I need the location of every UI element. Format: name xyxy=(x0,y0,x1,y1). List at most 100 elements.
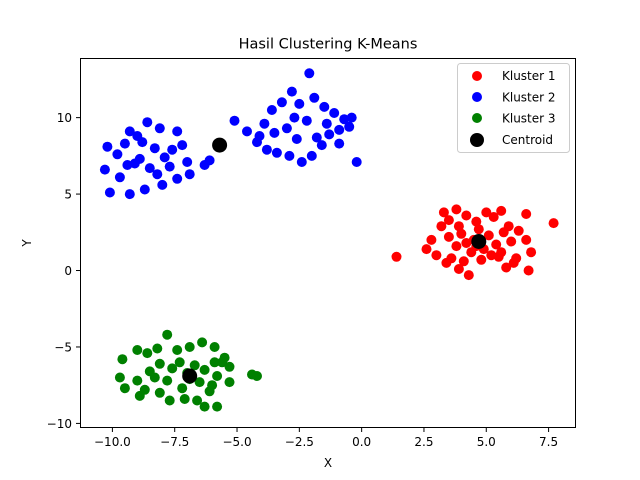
point-kluster-3-35 xyxy=(177,383,188,394)
point-kluster-3-3 xyxy=(119,383,130,394)
legend-marker-kluster-3 xyxy=(472,113,482,123)
point-kluster-2-44 xyxy=(346,112,357,123)
point-kluster-3-28 xyxy=(167,363,178,374)
point-kluster-2-61 xyxy=(269,127,280,138)
point-kluster-1-20 xyxy=(471,216,482,227)
point-kluster-1-32 xyxy=(456,228,467,239)
point-kluster-2-38 xyxy=(304,68,315,79)
point-kluster-2-8 xyxy=(142,117,153,128)
point-kluster-2-6 xyxy=(124,126,135,137)
points-layer xyxy=(99,68,559,412)
point-kluster-3-31 xyxy=(189,360,200,371)
point-kluster-3-6 xyxy=(152,343,163,354)
x-tick-label: 5.0 xyxy=(477,435,496,449)
point-kluster-2-4 xyxy=(112,149,123,160)
point-kluster-2-36 xyxy=(276,97,287,108)
point-kluster-1-11 xyxy=(501,262,512,273)
point-kluster-1-28 xyxy=(476,254,487,265)
point-kluster-2-18 xyxy=(114,172,125,183)
y-tick-label: −10 xyxy=(47,417,72,431)
point-kluster-3-29 xyxy=(174,357,185,368)
point-kluster-2-16 xyxy=(139,184,150,195)
point-kluster-3-22 xyxy=(154,387,165,398)
point-kluster-2-24 xyxy=(164,161,175,172)
centroid-2 xyxy=(212,137,228,153)
point-kluster-1-15 xyxy=(421,244,432,255)
point-kluster-2-17 xyxy=(124,189,135,200)
point-kluster-1-5 xyxy=(481,207,492,218)
point-kluster-3-32 xyxy=(199,364,210,375)
point-kluster-1-42 xyxy=(486,250,497,261)
point-kluster-1-12 xyxy=(523,265,534,276)
point-kluster-2-50 xyxy=(296,157,307,167)
point-kluster-2-14 xyxy=(172,173,183,184)
point-kluster-2-26 xyxy=(129,158,140,169)
point-kluster-2-19 xyxy=(122,160,133,170)
point-kluster-2-12 xyxy=(182,157,193,167)
x-tick-label: 2.5 xyxy=(414,435,433,449)
point-kluster-3-14 xyxy=(212,371,223,381)
point-kluster-2-9 xyxy=(154,123,165,134)
point-kluster-1-8 xyxy=(463,270,474,281)
point-kluster-2-58 xyxy=(281,123,292,134)
y-tick-label: 5 xyxy=(64,188,72,202)
point-kluster-1-1 xyxy=(391,251,402,262)
point-kluster-1-17 xyxy=(436,221,447,232)
point-kluster-2-21 xyxy=(144,163,155,174)
point-kluster-1-16 xyxy=(426,234,437,245)
point-kluster-2-43 xyxy=(339,114,350,125)
point-kluster-2-55 xyxy=(351,157,362,167)
legend-box xyxy=(457,63,570,153)
point-kluster-2-56 xyxy=(334,138,345,149)
point-kluster-2-42 xyxy=(329,108,340,118)
point-kluster-1-27 xyxy=(458,256,469,267)
point-kluster-1-3 xyxy=(451,204,462,215)
point-kluster-3-15 xyxy=(224,377,235,388)
point-kluster-3-10 xyxy=(197,337,208,348)
point-kluster-2-27 xyxy=(152,169,163,180)
point-kluster-2-63 xyxy=(321,118,332,129)
point-kluster-3-5 xyxy=(142,348,153,359)
point-kluster-3-11 xyxy=(209,342,220,352)
point-kluster-1-18 xyxy=(443,215,454,226)
legend-marker-centroid xyxy=(470,133,484,147)
point-kluster-3-20 xyxy=(179,394,190,404)
y-axis-title: Y xyxy=(20,239,34,248)
point-kluster-3-41 xyxy=(149,372,160,383)
point-kluster-2-15 xyxy=(157,179,168,190)
point-kluster-3-18 xyxy=(212,401,223,412)
point-kluster-2-23 xyxy=(159,152,170,163)
point-kluster-1-30 xyxy=(511,253,522,264)
point-kluster-3-25 xyxy=(132,375,143,386)
x-tick-label: 7.5 xyxy=(539,435,558,449)
legend-label-kluster-3: Kluster 3 xyxy=(502,112,556,126)
point-kluster-3-17 xyxy=(199,401,210,412)
point-kluster-3-21 xyxy=(164,395,175,406)
point-kluster-2-62 xyxy=(289,112,300,123)
point-kluster-2-57 xyxy=(291,134,302,144)
centroid-3 xyxy=(182,368,198,384)
point-kluster-1-19 xyxy=(461,210,472,221)
y-tick-label: −5 xyxy=(54,340,72,354)
legend-label-kluster-1: Kluster 1 xyxy=(502,69,556,83)
point-kluster-2-32 xyxy=(242,126,252,137)
point-kluster-2-34 xyxy=(259,118,270,129)
y-axis: −10 −5 0 5 10 xyxy=(47,111,80,431)
point-kluster-2-3 xyxy=(99,164,110,175)
point-kluster-1-43 xyxy=(461,238,472,248)
point-kluster-2-53 xyxy=(261,144,272,155)
point-kluster-2-30 xyxy=(204,155,215,166)
point-kluster-2-60 xyxy=(311,132,322,143)
point-kluster-2-31 xyxy=(229,115,240,126)
x-tick-label: −2.5 xyxy=(285,435,314,449)
point-kluster-2-13 xyxy=(184,169,195,180)
point-kluster-2-52 xyxy=(271,147,282,158)
point-kluster-3-1 xyxy=(117,354,128,365)
legend-marker-kluster-2 xyxy=(472,92,482,102)
point-kluster-1-6 xyxy=(496,205,507,216)
point-kluster-3-33 xyxy=(209,357,220,368)
point-kluster-2-28 xyxy=(167,144,178,155)
point-kluster-2-59 xyxy=(301,115,312,126)
legend-label-kluster-2: Kluster 2 xyxy=(502,91,556,105)
point-kluster-3-19 xyxy=(192,395,203,406)
